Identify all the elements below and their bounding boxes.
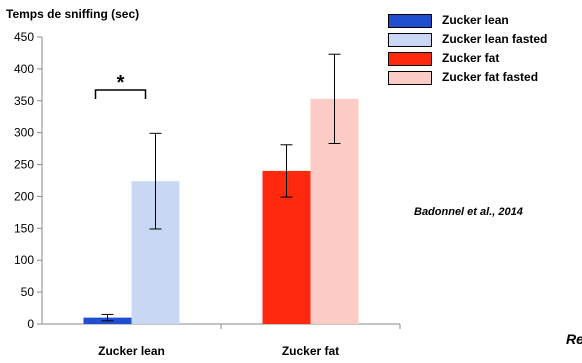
citation-text: Badonnel et al., 2014: [414, 206, 523, 218]
y-axis-title: Temps de sniffing (sec): [6, 7, 140, 21]
x-category-label: Zucker lean: [98, 344, 165, 358]
legend-label-zucker-lean-fasted: Zucker lean fasted: [442, 32, 548, 46]
y-tick-label: 200: [14, 189, 34, 203]
significance-bracket: [94, 89, 147, 99]
y-tick-label: 0: [27, 317, 34, 331]
significance-star: *: [117, 72, 125, 94]
x-category-label: Zucker fat: [282, 344, 339, 358]
y-tick-label: 350: [14, 94, 34, 108]
legend-label-zucker-lean: Zucker lean: [442, 13, 509, 27]
legend-swatch-zucker-lean: [388, 14, 432, 28]
y-tick-label: 300: [14, 126, 34, 140]
y-tick-label: 250: [14, 158, 34, 172]
y-tick-label: 150: [14, 221, 34, 235]
corner-text: Re: [566, 331, 582, 347]
y-tick-label: 450: [14, 30, 34, 44]
legend-swatch-zucker-fat: [388, 52, 432, 66]
legend-swatch-zucker-fat-fasted: [388, 71, 432, 85]
legend-label-zucker-fat: Zucker fat: [442, 51, 500, 65]
legend-label-zucker-fat-fasted: Zucker fat fasted: [442, 70, 539, 84]
y-tick-label: 50: [21, 285, 35, 299]
legend-swatch-zucker-lean-fasted: [388, 33, 432, 47]
y-tick-label: 100: [14, 253, 34, 267]
y-tick-label: 400: [14, 62, 34, 76]
